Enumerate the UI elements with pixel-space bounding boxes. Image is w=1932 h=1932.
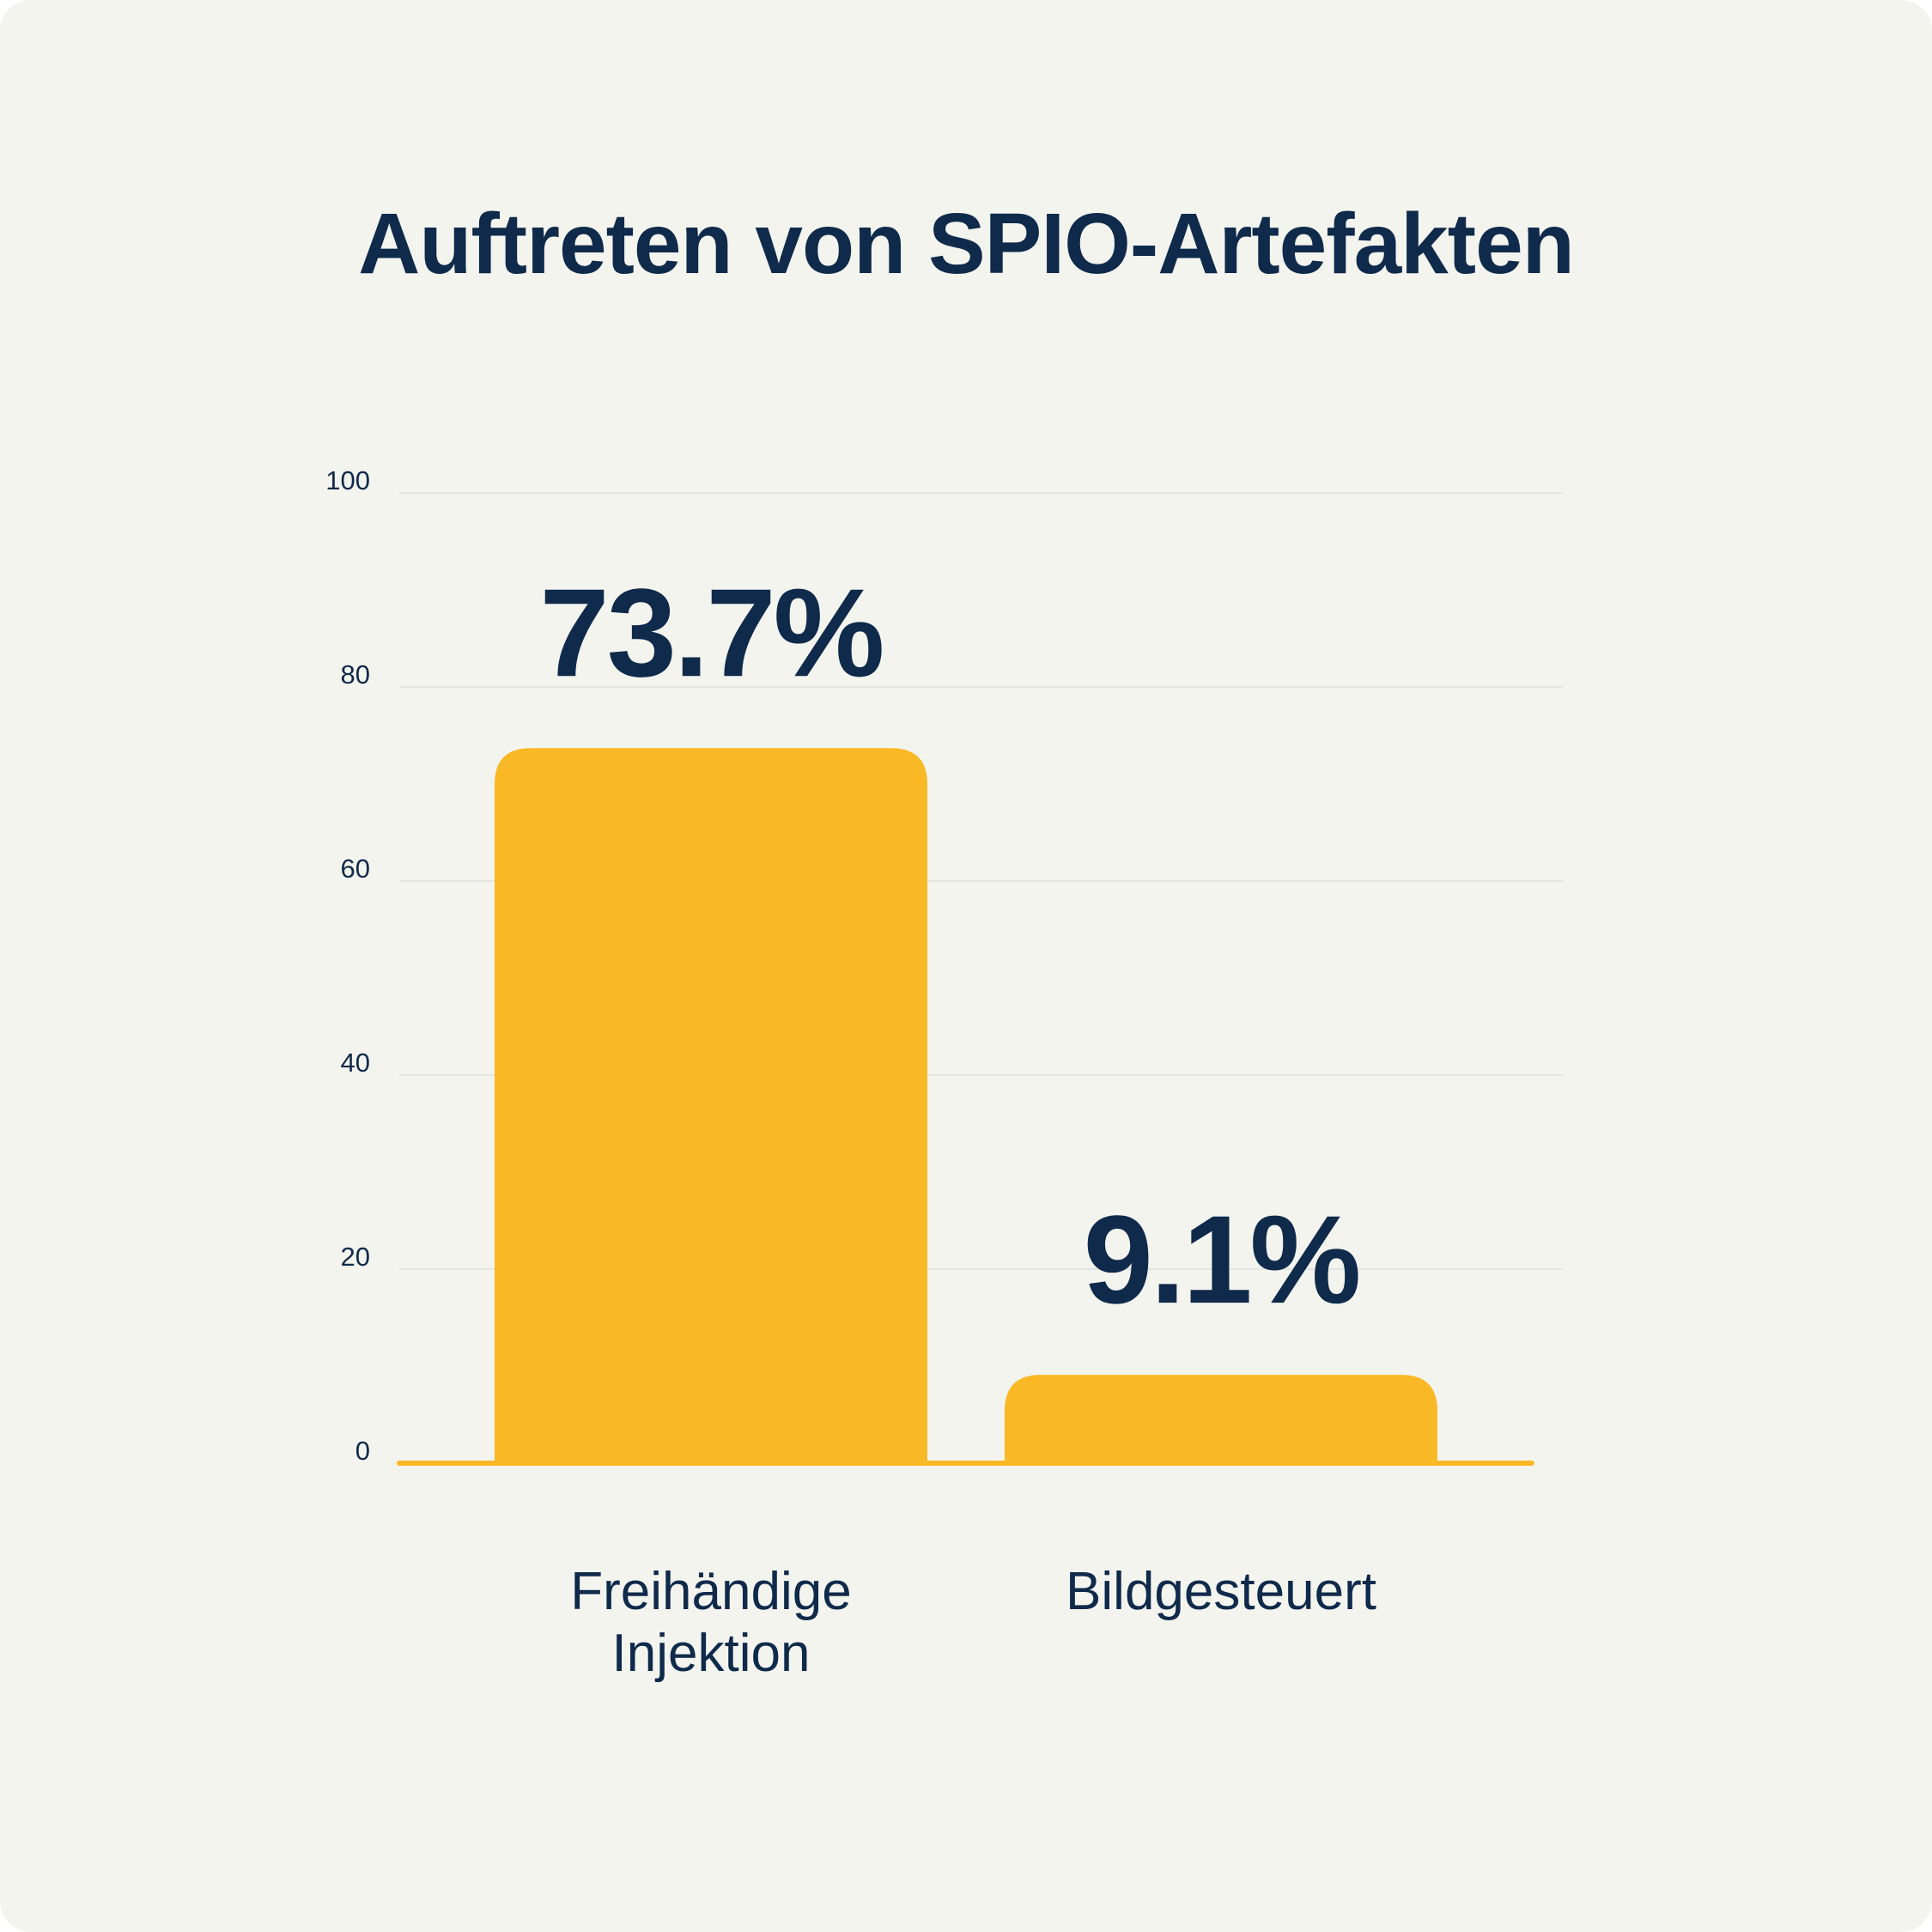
value-label: 9.1% bbox=[1084, 1189, 1359, 1329]
y-tick-label: 80 bbox=[341, 659, 370, 690]
category-label: Bildgesteuert bbox=[1066, 1562, 1376, 1621]
bar bbox=[495, 748, 927, 1463]
y-tick-label: 40 bbox=[341, 1048, 370, 1078]
chart-title: Auftreten von SPIO-Artefakten bbox=[358, 196, 1574, 292]
category-label: Freihändige bbox=[570, 1562, 851, 1621]
category-label: Injektion bbox=[612, 1624, 811, 1683]
bar bbox=[1005, 1375, 1437, 1463]
value-labels: 73.7% 9.1% bbox=[540, 562, 1362, 1329]
y-tick-label: 60 bbox=[341, 854, 370, 884]
value-label: 73.7% bbox=[540, 562, 883, 702]
y-tick-label: 100 bbox=[325, 465, 370, 495]
y-tick-label: 0 bbox=[355, 1436, 370, 1466]
bars bbox=[495, 748, 1437, 1463]
y-axis-ticks: 0 20 40 60 80 100 bbox=[325, 465, 370, 1466]
y-tick-label: 20 bbox=[341, 1242, 370, 1272]
